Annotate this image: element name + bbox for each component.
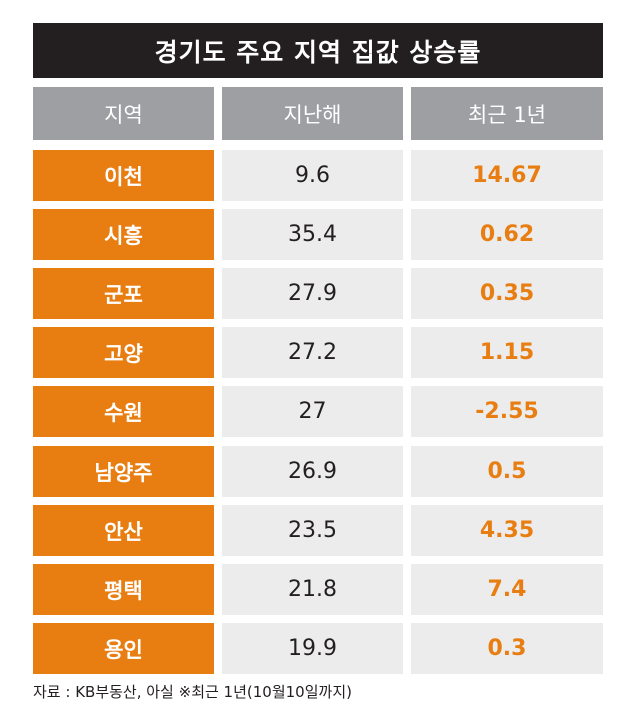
column-header: 지역 (33, 87, 214, 140)
recent-year-cell: -2.55 (411, 386, 603, 437)
recent-year-cell: 4.35 (411, 505, 603, 556)
recent-year-cell: 7.4 (411, 564, 603, 615)
last-year-cell: 21.8 (222, 564, 403, 615)
column-header: 지난해 (222, 87, 403, 140)
recent-year-cell: 0.5 (411, 446, 603, 497)
region-cell: 이천 (33, 150, 214, 201)
last-year-cell: 23.5 (222, 505, 403, 556)
last-year-cell: 35.4 (222, 209, 403, 260)
last-year-cell: 26.9 (222, 446, 403, 497)
chart-title: 경기도 주요 지역 집값 상승률 (33, 23, 603, 78)
last-year-cell: 27 (222, 386, 403, 437)
recent-year-cell: 0.3 (411, 623, 603, 674)
last-year-cell: 9.6 (222, 150, 403, 201)
last-year-cell: 27.2 (222, 327, 403, 378)
column-header: 최근 1년 (411, 87, 603, 140)
recent-year-cell: 0.62 (411, 209, 603, 260)
region-cell: 수원 (33, 386, 214, 437)
region-cell: 남양주 (33, 446, 214, 497)
region-cell: 용인 (33, 623, 214, 674)
region-cell: 고양 (33, 327, 214, 378)
recent-year-cell: 0.35 (411, 268, 603, 319)
last-year-cell: 19.9 (222, 623, 403, 674)
region-cell: 안산 (33, 505, 214, 556)
last-year-cell: 27.9 (222, 268, 403, 319)
recent-year-cell: 1.15 (411, 327, 603, 378)
region-cell: 평택 (33, 564, 214, 615)
source-note: 자료 : KB부동산, 아실 ※최근 1년(10월10일까지) (33, 683, 352, 701)
region-cell: 군포 (33, 268, 214, 319)
region-cell: 시흥 (33, 209, 214, 260)
recent-year-cell: 14.67 (411, 150, 603, 201)
